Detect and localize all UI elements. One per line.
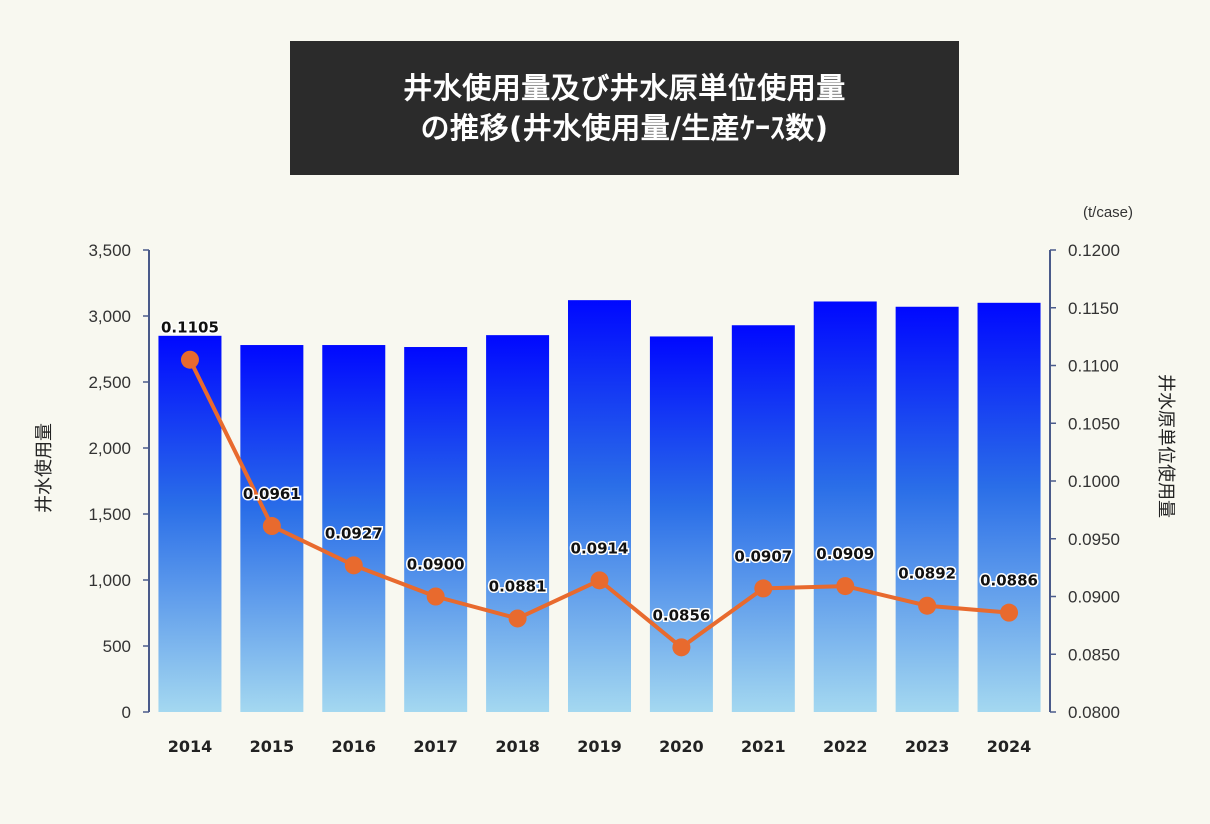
x-tick-label: 2014 [168, 737, 213, 756]
y2-tick-label: 0.1100 [1068, 357, 1119, 376]
bar-series [158, 300, 1041, 712]
x-tick-label: 2023 [905, 737, 950, 756]
chart-title-line-2: の推移(井水使用量/生産ｹｰｽ数) [420, 111, 829, 145]
line-point [590, 571, 609, 590]
bar [568, 300, 631, 712]
bar [977, 302, 1041, 712]
y2-tick-label: 0.0900 [1068, 588, 1120, 607]
data-label: 0.0927 [325, 524, 383, 542]
data-label: 0.0892 [898, 565, 956, 583]
data-label: 0.0961 [243, 485, 301, 503]
line-point [262, 517, 281, 536]
y-tick-label: 0 [122, 703, 131, 722]
bar [486, 335, 550, 712]
line-point [426, 587, 445, 606]
y2-axis-title: 井水原単位使用量 [1155, 374, 1176, 518]
x-tick-label: 2022 [823, 737, 868, 756]
line-point [672, 638, 691, 657]
data-label: 0.1105 [161, 319, 219, 337]
data-label: 0.0909 [816, 545, 874, 563]
line-point [508, 609, 527, 628]
line-series [180, 350, 1019, 657]
y-tick-label: 3,500 [88, 241, 131, 260]
x-tick-label: 2018 [495, 737, 540, 756]
bar [813, 301, 877, 712]
y-tick-label: 1,500 [88, 505, 131, 524]
y2-unit-label: (t/case) [1083, 204, 1133, 221]
bar [895, 306, 959, 712]
line-point [180, 350, 199, 369]
data-label: 0.0881 [489, 577, 547, 595]
line-point [1000, 603, 1019, 622]
x-tick-label: 2020 [659, 737, 704, 756]
y2-tick-label: 0.1200 [1068, 241, 1120, 260]
data-label: 0.0914 [571, 539, 629, 557]
y-tick-label: 500 [103, 637, 131, 656]
chart-title-line-1: 井水使用量及び井水原単位使用量 [403, 71, 846, 105]
x-tick-label: 2019 [577, 737, 622, 756]
line-point [836, 577, 855, 596]
x-tick-label: 2024 [987, 737, 1032, 756]
y-tick-label: 3,000 [88, 307, 131, 326]
x-tick-label: 2015 [250, 737, 295, 756]
bar [322, 345, 386, 712]
y2-tick-label: 0.1150 [1068, 299, 1119, 318]
axes: 0 500 1,000 1,500 2,000 2,500 3,000 3,500 0.0800… [88, 241, 1120, 756]
y-tick-label: 2,500 [88, 373, 131, 392]
y-tick-label: 1,000 [88, 571, 131, 590]
y2-tick-label: 0.0950 [1068, 530, 1120, 549]
x-tick-label: 2021 [741, 737, 786, 756]
y2-tick-label: 0.0850 [1068, 645, 1120, 664]
line-point [754, 579, 773, 598]
x-tick-label: 2017 [413, 737, 458, 756]
bar [158, 335, 222, 712]
y-tick-label: 2,000 [88, 439, 131, 458]
x-tick-label: 2016 [332, 737, 377, 756]
line-point [344, 556, 363, 575]
line-point [918, 596, 937, 615]
data-labels: 0.1105 0.0961 0.0927 0.0900 0.0881 0.0914 0.08… [160, 317, 1040, 626]
bar [404, 347, 468, 712]
y2-tick-label: 0.1000 [1068, 472, 1120, 491]
chart-title-box: 井水使用量及び井水原単位使用量 の推移(井水使用量/生産ｹｰｽ数) [290, 41, 959, 175]
data-label: 0.0900 [407, 556, 465, 574]
data-label: 0.0886 [980, 572, 1038, 590]
bar [731, 325, 795, 712]
data-label: 0.0907 [734, 547, 792, 565]
y-axis-title: 井水使用量 [34, 423, 55, 513]
y2-tick-label: 0.0800 [1068, 703, 1120, 722]
data-label: 0.0856 [652, 606, 710, 624]
y2-tick-label: 0.1050 [1068, 414, 1120, 433]
